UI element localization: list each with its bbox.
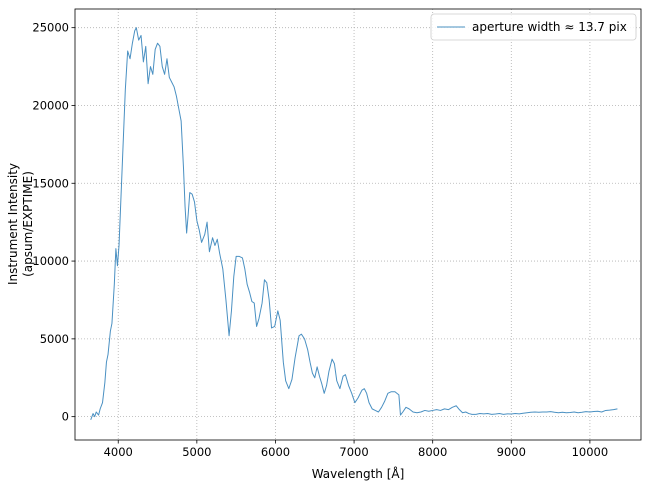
y-tick-label: 25000 <box>32 21 69 35</box>
y-axis-title-line-1: Instrument Intensity <box>6 163 20 285</box>
x-tick-label: 9000 <box>497 445 526 459</box>
spectrum-line <box>90 27 618 420</box>
x-tick-label: 5000 <box>182 445 211 459</box>
x-tick-label: 6000 <box>261 445 290 459</box>
x-axis-title: Wavelength [Å] <box>312 466 405 481</box>
y-tick-label: 15000 <box>32 176 69 190</box>
y-axis-ticks: 0 5000 10000 15000 20000 25000 <box>32 21 75 424</box>
y-tick-label: 5000 <box>40 332 69 346</box>
legend-box <box>430 13 637 41</box>
x-axis-ticks: 4000 5000 6000 7000 8000 9000 10000 <box>104 440 609 459</box>
plot-area <box>90 27 618 420</box>
legend: aperture width ≈ 13.7 pix <box>430 13 637 41</box>
y-tick-label: 20000 <box>32 98 69 112</box>
axes-frame <box>74 8 642 441</box>
y-tick-label: 0 <box>62 410 69 424</box>
x-tick-label: 7000 <box>339 445 368 459</box>
x-tick-label: 8000 <box>418 445 447 459</box>
y-axis-title-line-2: (apsum/EXPTIME) <box>21 171 35 277</box>
y-tick-label: 10000 <box>32 254 69 268</box>
x-tick-label: 4000 <box>104 445 133 459</box>
x-tick-label: 10000 <box>572 445 609 459</box>
legend-label: aperture width ≈ 13.7 pix <box>472 20 627 34</box>
